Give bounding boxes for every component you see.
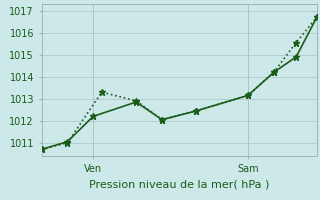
X-axis label: Pression niveau de la mer( hPa ): Pression niveau de la mer( hPa ) [89,179,269,189]
